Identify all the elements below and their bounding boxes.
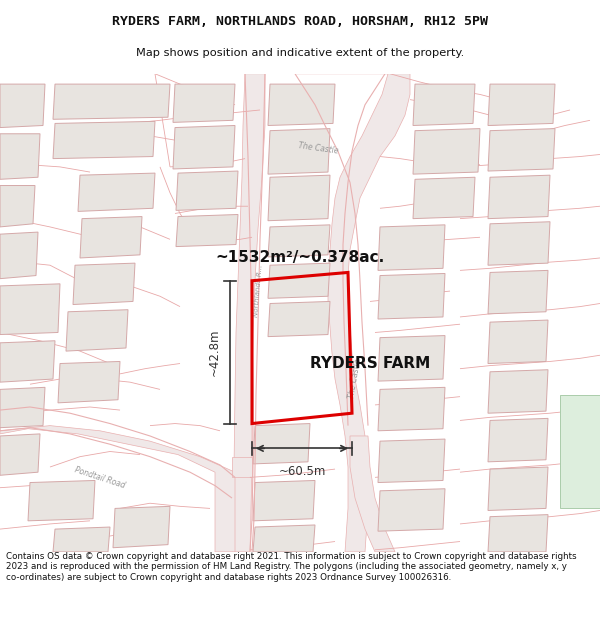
Polygon shape: [378, 336, 445, 381]
Polygon shape: [0, 232, 38, 279]
Polygon shape: [173, 126, 235, 169]
Polygon shape: [488, 467, 548, 511]
Polygon shape: [488, 418, 548, 462]
Polygon shape: [0, 186, 35, 227]
Polygon shape: [488, 271, 548, 314]
Polygon shape: [78, 173, 155, 211]
Text: Map shows position and indicative extent of the property.: Map shows position and indicative extent…: [136, 48, 464, 58]
Polygon shape: [295, 74, 410, 552]
Polygon shape: [0, 134, 40, 179]
Polygon shape: [378, 274, 445, 319]
Polygon shape: [232, 457, 252, 478]
Text: Northlands R...: Northlands R...: [253, 265, 263, 318]
Polygon shape: [413, 129, 480, 174]
Polygon shape: [176, 171, 238, 211]
Polygon shape: [488, 129, 555, 171]
Polygon shape: [80, 217, 142, 258]
Text: RYDERS FARM: RYDERS FARM: [310, 356, 430, 371]
Polygon shape: [268, 84, 335, 126]
Polygon shape: [488, 514, 548, 552]
Polygon shape: [560, 394, 600, 508]
Polygon shape: [268, 175, 330, 221]
Polygon shape: [488, 370, 548, 413]
Polygon shape: [53, 527, 110, 552]
Polygon shape: [28, 481, 95, 521]
Text: ~42.8m: ~42.8m: [208, 328, 221, 376]
Polygon shape: [488, 222, 550, 265]
Text: The Castle: The Castle: [298, 141, 338, 156]
Polygon shape: [378, 439, 445, 483]
Polygon shape: [488, 175, 550, 219]
Polygon shape: [53, 84, 170, 119]
Polygon shape: [0, 434, 40, 475]
Polygon shape: [253, 424, 310, 464]
Polygon shape: [0, 341, 55, 382]
Text: Pondtail Road: Pondtail Road: [74, 465, 127, 490]
Polygon shape: [378, 388, 445, 431]
Text: RYDERS FARM, NORTHLANDS ROAD, HORSHAM, RH12 5PW: RYDERS FARM, NORTHLANDS ROAD, HORSHAM, R…: [112, 15, 488, 28]
Polygon shape: [268, 225, 330, 257]
Polygon shape: [176, 214, 238, 247]
Polygon shape: [378, 489, 445, 531]
Polygon shape: [413, 177, 475, 219]
Text: Contains OS data © Crown copyright and database right 2021. This information is : Contains OS data © Crown copyright and d…: [6, 552, 577, 582]
Polygon shape: [253, 525, 315, 552]
Polygon shape: [488, 320, 548, 364]
Polygon shape: [253, 481, 315, 521]
Text: The Castle: The Castle: [347, 358, 363, 400]
Polygon shape: [268, 301, 330, 337]
Polygon shape: [413, 84, 475, 126]
Polygon shape: [232, 74, 265, 552]
Polygon shape: [488, 84, 555, 126]
Polygon shape: [113, 506, 170, 548]
Polygon shape: [0, 284, 60, 334]
Polygon shape: [0, 405, 235, 552]
Polygon shape: [268, 263, 330, 298]
Polygon shape: [53, 121, 155, 159]
Polygon shape: [73, 263, 135, 304]
Polygon shape: [378, 225, 445, 271]
Polygon shape: [0, 84, 45, 127]
Polygon shape: [268, 129, 330, 174]
Polygon shape: [0, 388, 45, 428]
Polygon shape: [66, 310, 128, 351]
Text: ~60.5m: ~60.5m: [278, 465, 326, 478]
Text: ~1532m²/~0.378ac.: ~1532m²/~0.378ac.: [215, 251, 385, 266]
Polygon shape: [173, 84, 235, 122]
Polygon shape: [58, 361, 120, 403]
Polygon shape: [350, 436, 395, 552]
